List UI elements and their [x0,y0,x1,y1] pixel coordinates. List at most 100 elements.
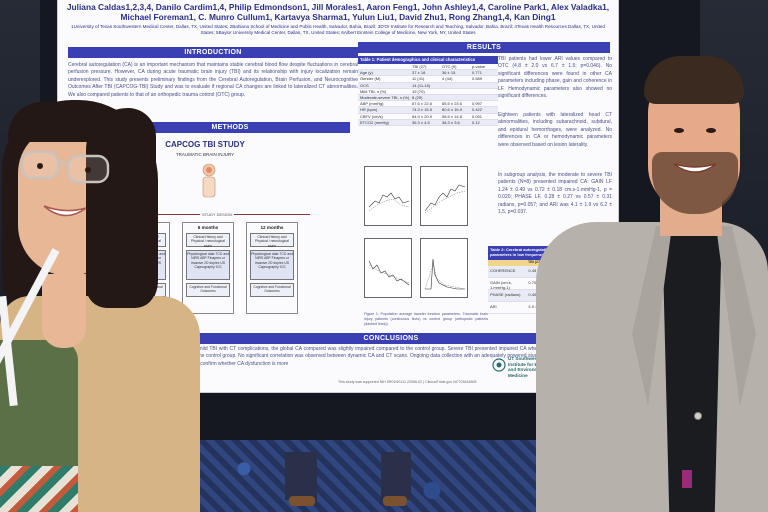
table-cell: 0.589 [472,76,483,82]
table-cell [472,83,496,88]
table-cell [472,95,496,100]
table-cell: Gender (M) [360,76,381,82]
background-person-legs [285,452,415,512]
table-cell [442,89,472,94]
table-cell: HR (bpm) [360,107,378,113]
table-cell: OTC (9) [442,64,457,69]
table-cell: CBFV (cm/s) [360,113,383,119]
method-box: Physiological data TCD and NIRS ABP Fina… [250,250,294,280]
study-subtitle: TRAUMATIC BRAIN INJURY [175,152,235,157]
table-cell: 36.3 ± 4.5 [412,119,430,125]
plot-panel [364,166,412,226]
results-text-1: TBI patients had lower ARI values compar… [498,56,612,100]
brain-figure-icon [202,163,216,198]
table-cell: ETCO2 (mmHg) [360,119,389,125]
table-cell [442,95,472,100]
table1-caption: Table 1: Patient demographics and clinic… [358,56,498,64]
table-cell: GCS [360,82,369,88]
table-cell: 11 (41) [412,76,425,82]
poster-affiliations: 1University of Texas Southwestern Medica… [71,24,605,35]
smile [673,163,717,173]
table-cell [442,83,472,88]
conclusions-header: CONCLUSIONS [168,333,614,344]
table-row: ABP (mmHg) 87.6 ± 22.6 85.5 ± 23.6 0.997 [358,101,498,108]
results-table-1: Table 1: Patient demographics and clinic… [358,56,498,148]
poster-authors: Juliana Caldas1,2,3,4, Danilo Cardim1,4,… [66,2,610,22]
table-row: Age (y) 37 ± 18 36 ± 15 0.771 [358,70,498,77]
table-cell: ABP (mmHg) [360,101,384,107]
table-row: Mild TBI, n (%) 19 (70) [358,89,498,95]
woman-left [0,96,200,512]
table-cell: 0.12 [472,119,480,125]
table-row: Gender (M) 11 (41) 4 (44) 0.589 [358,76,498,83]
eyeglasses-icon [20,150,110,184]
table-row: TBI (27) OTC (9) p-value [358,64,498,71]
column-head: 12 months [260,225,284,230]
table-cell: 0.771 [472,70,483,76]
study-title: CAPCOG TBI STUDY [165,140,245,149]
table-row: CBFV (cm/s) 84.9 ± 20.9 58.5 ± 14.8 0.091 [358,114,498,120]
ut-southwestern-logo: UT Southwestern Institute for Exercise a… [492,354,556,378]
table-cell: 58.5 ± 14.8 [442,113,462,119]
table-cell [360,64,412,69]
table1-body: Age (y) 37 ± 18 36 ± 15 0.771 Gender (M) 11 (… [358,70,498,126]
table-cell [472,89,496,94]
table-cell: Moderate-severe TBI, n (%) [360,94,410,100]
logo-text: UT Southwestern Institute for Exercise a… [508,356,554,378]
method-box: Physiological data TCD and NIRS ABP Fina… [186,250,230,280]
table-row: Moderate-severe TBI, n (%) 8 (29) [358,94,498,102]
plot-panel [420,238,468,298]
table-cell: GAIN (cm.s-1.mmHg-1) [490,280,512,290]
table-cell: 38.3 ± 3.6 [442,119,460,125]
plot-trace [368,260,410,286]
table-cell: p-value [472,64,486,69]
introduction-header: INTRODUCTION [68,47,358,58]
table-cell: 19 (70) [412,88,425,94]
plot-trace [424,184,466,214]
table-cell [488,260,528,266]
conclusions-text: Patients with mild TBI with CT complicat… [168,346,540,367]
results-text-3: In subgroup analysis, the moderate to se… [498,172,612,216]
table-cell: 0.422 [472,107,483,113]
methods-column-12-months: 12 months Clinical History and Physical … [246,222,298,314]
method-box: Cognitive and Functional Outcomes [250,283,294,297]
table-row: HR (bpm) 74.3 ± 15.5 80.6 ± 16.9 0.422 [358,107,498,114]
method-box: Cognitive and Functional Outcomes [186,283,230,297]
methods-column-6-months: 6 months Clinical History and Physical /… [182,222,234,314]
table-cell: Age (y) [360,70,373,76]
method-box: Clinical History and Physical / neurolog… [186,233,230,248]
methods-header: METHODS [110,122,350,133]
figure-1-caption: Figure 1: Population average transfer fu… [364,312,488,326]
table-cell: 0.997 [472,101,483,107]
table-cell: 85.5 ± 23.6 [442,101,462,107]
introduction-text: Cerebral autoregulation (CA) is an impor… [68,62,358,98]
study-design-label: STUDY DESIGN [200,212,234,217]
table-cell: COHERENCE [490,268,516,273]
table-cell: 14 (11-15) [412,82,431,88]
table-cell: 87.6 ± 22.6 [412,101,432,107]
table-cell: 8 (29) [412,94,423,100]
table-cell: PHASE (radians) [490,292,521,297]
man-right [536,56,768,512]
table-row: GCS 14 (11-15) [358,82,498,89]
table-row: ETCO2 (mmHg) 36.3 ± 4.5 38.3 ± 3.6 0.12 [358,119,498,126]
plot-trace [424,258,466,290]
results-text-2: Eighteen patients with lateralized head … [498,112,612,148]
table-cell: 37 ± 18 [412,70,426,76]
plot-panel [420,166,468,226]
column-head: 6 months [197,225,219,230]
smile [43,205,87,217]
table-cell: 84.9 ± 20.9 [412,113,432,119]
table-cell: ARI [490,304,497,309]
table-cell: 74.3 ± 15.5 [412,107,432,113]
table-cell: 4 (44) [442,76,453,82]
method-box: Clinical History and Physical / neurolog… [250,233,294,248]
poster-footnote: This study was supported NIH 5R01NS111 2… [338,380,477,384]
table-cell: 80.6 ± 16.9 [442,107,462,113]
plot-panel [364,238,412,298]
table-cell: TBI (27) [528,260,542,264]
table-cell: 36 ± 15 [442,70,456,76]
institute-logo-icon [492,358,506,372]
table-cell: Mild TBI, n (%) [360,88,387,94]
